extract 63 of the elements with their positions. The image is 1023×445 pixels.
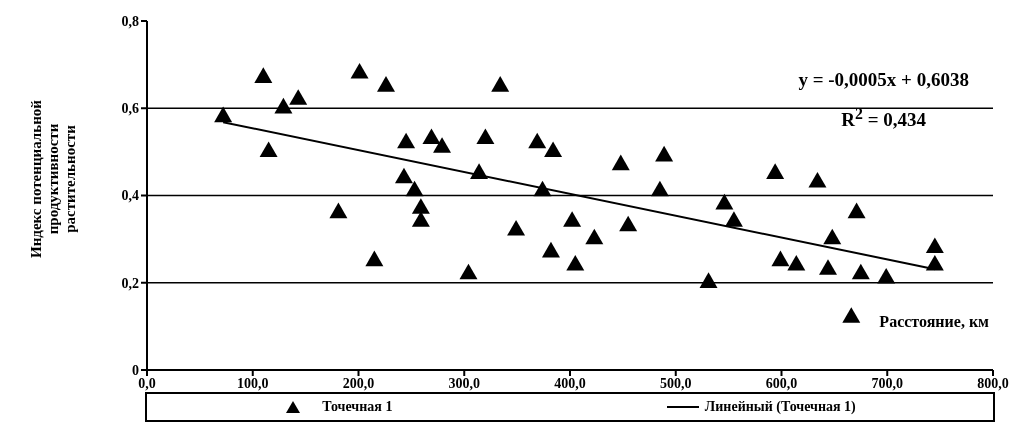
point xyxy=(411,211,430,227)
x-tick-label: 400,0 xyxy=(554,375,586,391)
x-axis-title: Расстояние, км xyxy=(879,313,989,331)
point xyxy=(766,163,785,179)
legend-label: Линейный (Точечная 1) xyxy=(704,399,856,415)
point xyxy=(377,76,395,92)
point xyxy=(851,263,870,280)
point xyxy=(655,145,674,162)
point xyxy=(254,67,273,83)
point xyxy=(925,237,944,254)
point xyxy=(544,141,563,158)
x-tick-label: 700,0 xyxy=(871,375,903,391)
point xyxy=(541,241,560,258)
point xyxy=(350,62,369,79)
point xyxy=(259,141,278,158)
point xyxy=(274,97,293,114)
point xyxy=(365,250,384,267)
y-tick-label: 0 xyxy=(132,362,139,378)
point xyxy=(808,172,827,188)
point xyxy=(289,89,308,105)
x-tick-label: 100,0 xyxy=(237,375,269,391)
point xyxy=(394,167,413,184)
point xyxy=(566,254,585,271)
y-tick-label: 0,4 xyxy=(121,188,139,204)
point xyxy=(422,128,441,144)
legend-label: Точечная 1 xyxy=(322,399,393,415)
annotation: y = -0,0005x + 0,6038 xyxy=(798,68,969,92)
point xyxy=(819,259,838,275)
point xyxy=(823,228,842,245)
point xyxy=(563,211,582,227)
point xyxy=(433,137,452,153)
point xyxy=(724,211,743,227)
point xyxy=(699,272,718,288)
point xyxy=(397,132,416,149)
x-tick-label: 800,0 xyxy=(977,375,1009,391)
point xyxy=(507,220,526,236)
point xyxy=(847,202,866,219)
x-tick-label: 0,0 xyxy=(138,375,156,391)
point xyxy=(491,76,510,92)
point xyxy=(650,180,669,197)
y-axis-title: Индекс потенциальной продуктивности растительности xyxy=(28,99,78,258)
point xyxy=(214,106,233,123)
x-tick-label: 500,0 xyxy=(660,375,692,391)
point xyxy=(405,180,424,197)
point xyxy=(771,250,790,267)
point xyxy=(619,215,638,232)
point xyxy=(459,263,478,280)
x-tick-label: 600,0 xyxy=(765,375,798,391)
x-tick-label: 200,0 xyxy=(342,375,375,391)
point xyxy=(842,307,861,323)
y-tick-label: 0,8 xyxy=(121,13,139,29)
point xyxy=(715,193,734,210)
point xyxy=(585,228,604,245)
x-tick-label: 300,0 xyxy=(448,375,480,391)
y-tick-label: 0,2 xyxy=(121,275,139,291)
point xyxy=(329,202,348,219)
point xyxy=(528,132,547,149)
point xyxy=(411,198,430,214)
point xyxy=(787,254,806,271)
y-tick-label: 0,6 xyxy=(121,101,139,117)
point xyxy=(877,268,896,284)
point xyxy=(476,128,495,144)
point xyxy=(611,154,630,171)
